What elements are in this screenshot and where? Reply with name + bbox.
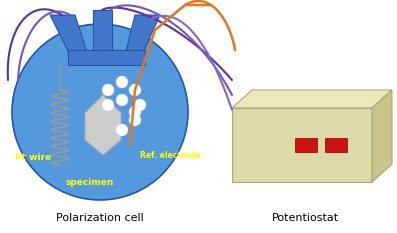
Circle shape <box>102 99 114 111</box>
Text: specimen: specimen <box>65 178 114 187</box>
Text: Ref. electrode: Ref. electrode <box>140 151 201 160</box>
Circle shape <box>102 84 114 96</box>
Polygon shape <box>125 15 160 55</box>
Bar <box>295 138 317 152</box>
Text: Pt wire: Pt wire <box>15 153 51 162</box>
Circle shape <box>116 76 128 88</box>
Polygon shape <box>85 95 121 155</box>
Polygon shape <box>232 90 392 108</box>
Polygon shape <box>68 50 145 65</box>
Polygon shape <box>50 15 88 55</box>
Circle shape <box>12 24 188 200</box>
Circle shape <box>116 94 128 106</box>
Circle shape <box>129 114 141 126</box>
Circle shape <box>129 106 141 118</box>
Polygon shape <box>93 10 112 55</box>
Polygon shape <box>372 90 392 182</box>
Text: Potentiostat: Potentiostat <box>272 213 339 223</box>
Circle shape <box>134 99 146 111</box>
Bar <box>325 138 347 152</box>
Circle shape <box>116 124 128 136</box>
Text: Polarization cell: Polarization cell <box>56 213 144 223</box>
Circle shape <box>129 84 141 96</box>
Polygon shape <box>232 108 372 182</box>
